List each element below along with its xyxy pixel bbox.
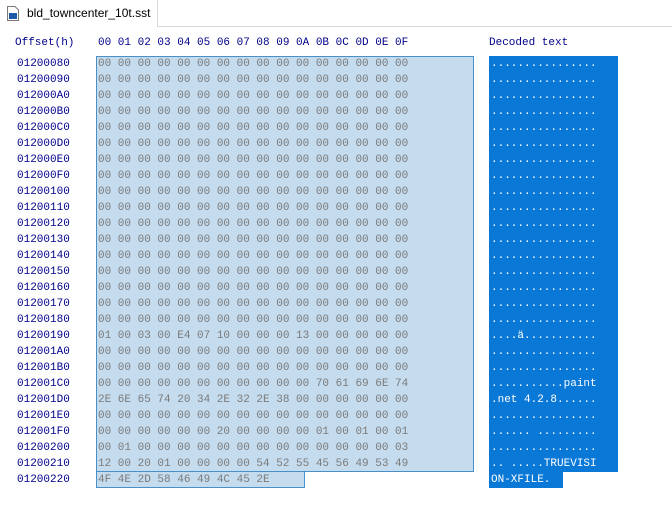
decoded-row[interactable]: .net 4.2.8...... [491,394,597,406]
row-offset: 01200200 [17,442,70,454]
row-offset: 01200210 [17,458,70,470]
hex-row[interactable]: 00 00 00 00 00 00 00 00 00 00 00 00 00 0… [98,234,409,246]
decoded-row[interactable]: ................ [491,314,597,326]
decoded-row[interactable]: ................ [491,442,597,454]
row-offset: 012001F0 [17,426,70,438]
hex-row[interactable]: 00 00 00 00 00 00 20 00 00 00 00 01 00 0… [98,426,409,438]
row-offset: 01200190 [17,330,70,342]
decoded-row[interactable]: ................ [491,106,597,118]
hex-row[interactable]: 12 00 20 01 00 00 00 00 54 52 55 45 56 4… [98,458,409,470]
hex-selection-tail [96,472,305,488]
decoded-row[interactable]: ...........paint [491,378,597,390]
decoded-row[interactable]: ................ [491,202,597,214]
row-offset: 01200080 [17,58,70,70]
decoded-row[interactable]: ................ [491,362,597,374]
decoded-row[interactable]: ................ [491,138,597,150]
row-offset: 012001A0 [17,346,70,358]
hex-row[interactable]: 00 00 00 00 00 00 00 00 00 00 00 00 00 0… [98,202,409,214]
decoded-row[interactable]: ................ [491,58,597,70]
hex-row[interactable]: 00 00 00 00 00 00 00 00 00 00 00 00 00 0… [98,346,409,358]
hex-row[interactable]: 00 00 00 00 00 00 00 00 00 00 00 00 00 0… [98,90,409,102]
decoded-text-panel[interactable]: ........................................… [489,56,619,488]
hex-selection [96,56,474,472]
row-offset: 01200100 [17,186,70,198]
hex-row[interactable]: 00 00 00 00 00 00 00 00 00 00 00 00 00 0… [98,122,409,134]
row-offset: 01200170 [17,298,70,310]
hex-row[interactable]: 00 00 00 00 00 00 00 00 00 00 00 00 00 0… [98,138,409,150]
decoded-row[interactable]: ...... ......... [491,426,597,438]
decoded-row[interactable]: ................ [491,266,597,278]
row-offset: 012000F0 [17,170,70,182]
row-offset: 012000A0 [17,90,70,102]
decoded-row[interactable]: .. .....TRUEVISI [491,458,597,470]
decoded-row[interactable]: ................ [491,154,597,166]
decoded-row[interactable]: ................ [491,90,597,102]
row-offset: 012001E0 [17,410,70,422]
hex-row[interactable]: 00 00 00 00 00 00 00 00 00 00 00 70 61 6… [98,378,409,390]
hex-row[interactable]: 00 00 00 00 00 00 00 00 00 00 00 00 00 0… [98,106,409,118]
hex-row[interactable]: 2E 6E 65 74 20 34 2E 32 2E 38 00 00 00 0… [98,394,409,406]
decoded-row[interactable]: ................ [491,346,597,358]
row-offset: 012000C0 [17,122,70,134]
hex-row[interactable]: 00 00 00 00 00 00 00 00 00 00 00 00 00 0… [98,266,409,278]
decoded-row[interactable]: ................ [491,250,597,262]
decoded-row[interactable]: ................ [491,170,597,182]
hex-row[interactable]: 00 00 00 00 00 00 00 00 00 00 00 00 00 0… [98,74,409,86]
tab-title: bld_towncenter_10t.sst [27,6,151,20]
hex-row[interactable]: 00 00 00 00 00 00 00 00 00 00 00 00 00 0… [98,154,409,166]
hex-row[interactable]: 4F 4E 2D 58 46 49 4C 45 2E [98,474,270,486]
column-header: 00 01 02 03 04 05 06 07 08 09 0A 0B 0C 0… [98,37,409,49]
decoded-row[interactable]: ................ [491,234,597,246]
hex-row[interactable]: 00 00 00 00 00 00 00 00 00 00 00 00 00 0… [98,250,409,262]
file-tab[interactable]: bld_towncenter_10t.sst [0,0,158,27]
decoded-row[interactable]: ................ [491,298,597,310]
row-offset: 01200220 [17,474,70,486]
decoded-row[interactable]: ON-XFILE. [491,474,551,486]
hex-row[interactable]: 00 00 00 00 00 00 00 00 00 00 00 00 00 0… [98,282,409,294]
hex-row[interactable]: 00 00 00 00 00 00 00 00 00 00 00 00 00 0… [98,314,409,326]
row-offset: 012000D0 [17,138,70,150]
decoded-row[interactable]: ....ä........... [491,330,597,342]
hex-row[interactable]: 00 00 00 00 00 00 00 00 00 00 00 00 00 0… [98,58,409,70]
row-offset: 01200110 [17,202,70,214]
hex-row[interactable]: 01 00 03 00 E4 07 10 00 00 00 13 00 00 0… [98,330,409,342]
hex-row[interactable]: 00 00 00 00 00 00 00 00 00 00 00 00 00 0… [98,186,409,198]
row-offset: 01200090 [17,74,70,86]
offset-header: Offset(h) [15,37,75,49]
decoded-row[interactable]: ................ [491,410,597,422]
hex-row[interactable]: 00 00 00 00 00 00 00 00 00 00 00 00 00 0… [98,410,409,422]
decoded-selection [489,56,618,472]
decoded-row[interactable]: ................ [491,218,597,230]
hex-row[interactable]: 00 00 00 00 00 00 00 00 00 00 00 00 00 0… [98,362,409,374]
file-icon [7,6,19,21]
hex-row[interactable]: 00 00 00 00 00 00 00 00 00 00 00 00 00 0… [98,218,409,230]
row-offset: 01200180 [17,314,70,326]
row-offset: 012000E0 [17,154,70,166]
row-offset: 01200140 [17,250,70,262]
hex-row[interactable]: 00 01 00 00 00 00 00 00 00 00 00 00 00 0… [98,442,409,454]
row-offset: 01200130 [17,234,70,246]
decoded-row[interactable]: ................ [491,282,597,294]
hex-row[interactable]: 00 00 00 00 00 00 00 00 00 00 00 00 00 0… [98,170,409,182]
hex-panel[interactable]: 00 00 00 00 00 00 00 00 00 00 00 00 00 0… [96,56,474,488]
tab-bar: bld_towncenter_10t.sst [0,0,672,27]
row-offset: 012001D0 [17,394,70,406]
decoded-selection-tail [489,472,563,488]
row-offset: 01200150 [17,266,70,278]
offset-column: 01200080 01200090 012000A0 012000B0 012000C0… [17,56,87,488]
hex-row[interactable]: 00 00 00 00 00 00 00 00 00 00 00 00 00 0… [98,298,409,310]
row-offset: 01200160 [17,282,70,294]
decoded-text-header: Decoded text [489,37,569,49]
decoded-row[interactable]: ................ [491,74,597,86]
decoded-row[interactable]: ................ [491,122,597,134]
row-offset: 01200120 [17,218,70,230]
row-offset: 012001B0 [17,362,70,374]
row-offset: 012001C0 [17,378,70,390]
row-offset: 012000B0 [17,106,70,118]
decoded-row[interactable]: ................ [491,186,597,198]
